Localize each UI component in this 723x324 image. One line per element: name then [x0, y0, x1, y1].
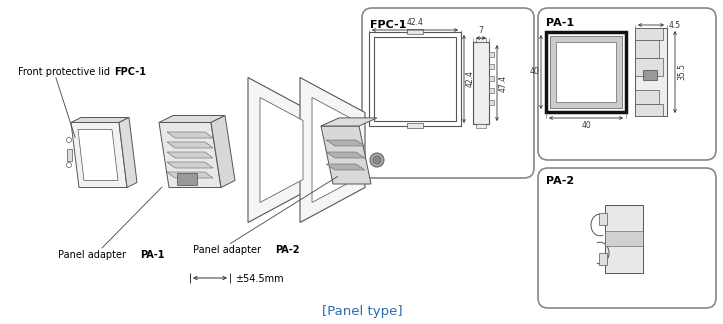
Bar	[635, 40, 659, 58]
Bar	[556, 42, 616, 102]
Text: ±54.5mm: ±54.5mm	[235, 274, 283, 284]
Bar	[489, 88, 494, 93]
Bar	[177, 173, 197, 185]
Polygon shape	[300, 77, 365, 223]
Polygon shape	[321, 126, 371, 184]
Text: Panel adapter: Panel adapter	[58, 250, 129, 260]
Bar	[369, 32, 461, 126]
Polygon shape	[248, 77, 313, 223]
Bar	[546, 32, 626, 112]
Bar	[635, 28, 667, 116]
Polygon shape	[321, 118, 377, 126]
Ellipse shape	[373, 156, 381, 164]
Bar	[489, 52, 494, 57]
Bar	[407, 29, 423, 34]
Polygon shape	[167, 172, 213, 178]
Polygon shape	[167, 162, 213, 168]
Bar	[643, 70, 657, 80]
Bar	[635, 58, 663, 76]
Bar	[635, 28, 663, 40]
Text: 4.5: 4.5	[669, 20, 681, 29]
Polygon shape	[159, 115, 225, 122]
Bar	[489, 76, 494, 81]
FancyBboxPatch shape	[538, 168, 716, 308]
Bar	[67, 149, 72, 161]
Text: PA-1: PA-1	[546, 18, 574, 28]
Polygon shape	[167, 152, 213, 158]
Text: 35.5: 35.5	[677, 64, 686, 80]
Bar	[374, 37, 456, 121]
Bar	[476, 38, 486, 42]
Bar	[489, 64, 494, 69]
Circle shape	[67, 137, 72, 143]
Polygon shape	[211, 115, 235, 188]
Polygon shape	[326, 140, 365, 146]
Bar	[635, 104, 663, 116]
Text: FPC-1: FPC-1	[114, 67, 146, 77]
Polygon shape	[326, 152, 365, 158]
Text: Panel adapter: Panel adapter	[193, 245, 264, 255]
Polygon shape	[167, 132, 213, 138]
Bar	[489, 100, 494, 105]
Polygon shape	[167, 142, 213, 148]
Bar	[407, 123, 423, 128]
Ellipse shape	[370, 153, 384, 167]
Bar	[473, 42, 489, 124]
Bar	[476, 124, 486, 128]
Text: PA-2: PA-2	[546, 176, 574, 186]
Polygon shape	[159, 122, 221, 188]
Text: 40: 40	[581, 121, 591, 130]
Polygon shape	[312, 98, 355, 202]
Polygon shape	[119, 118, 137, 188]
FancyBboxPatch shape	[538, 8, 716, 160]
Text: 47.4: 47.4	[499, 75, 508, 91]
FancyBboxPatch shape	[362, 8, 534, 178]
Bar	[605, 231, 643, 246]
Polygon shape	[78, 130, 118, 180]
Bar	[605, 205, 643, 273]
Text: PA-2: PA-2	[275, 245, 299, 255]
Text: 42.4: 42.4	[406, 18, 424, 27]
Text: 42.4: 42.4	[466, 71, 475, 87]
Text: 40: 40	[529, 67, 539, 76]
Bar	[635, 90, 659, 104]
Polygon shape	[71, 122, 127, 188]
Text: FPC-1: FPC-1	[370, 20, 406, 30]
Text: PA-1: PA-1	[140, 250, 165, 260]
Polygon shape	[326, 164, 365, 170]
Bar	[599, 213, 607, 225]
Circle shape	[67, 163, 72, 168]
Polygon shape	[71, 118, 129, 122]
Polygon shape	[260, 98, 303, 202]
Text: Front protective lid: Front protective lid	[18, 67, 113, 77]
Text: 7: 7	[479, 26, 484, 35]
Bar	[550, 36, 622, 108]
Text: [Panel type]: [Panel type]	[322, 306, 402, 318]
Bar	[599, 253, 607, 265]
